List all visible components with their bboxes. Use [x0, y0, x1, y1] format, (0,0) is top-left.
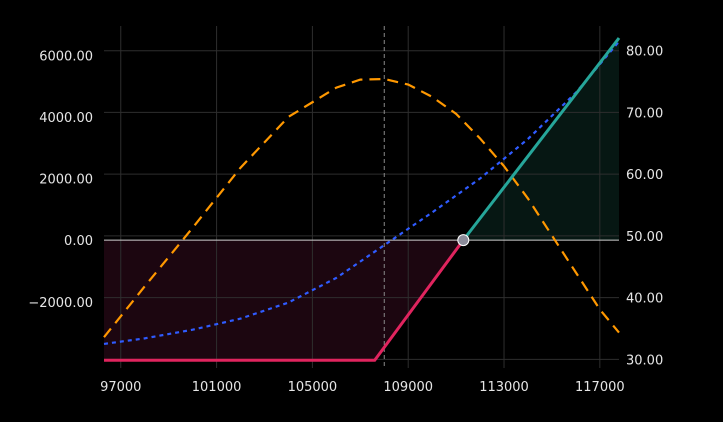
- y-tick-label: 0.00: [64, 234, 93, 249]
- y2-tick-label: 50.00: [626, 230, 663, 245]
- y2-tick-label: 80.00: [626, 45, 663, 60]
- y2-tick-label: 40.00: [626, 292, 663, 307]
- area-fills: [104, 38, 619, 361]
- y2-tick-label: 60.00: [626, 168, 663, 183]
- x-tick-label: 105000: [288, 380, 338, 395]
- y2-tick-label: 70.00: [626, 106, 663, 121]
- loss-area: [104, 240, 464, 361]
- x-tick-label: 113000: [479, 380, 529, 395]
- series-line-dashed: [103, 77, 620, 338]
- y-tick-label: 2000.00: [39, 173, 93, 188]
- x-tick-label: 97000: [100, 380, 141, 395]
- payoff-line-loss: [104, 239, 465, 362]
- tick-labels: 97000 101000 105000 109000 113000 117000 80.00…: [28, 45, 663, 395]
- y-tick-label: 4000.00: [39, 111, 93, 126]
- y-tick-label: −2000.00: [28, 296, 93, 311]
- x-tick-label: 109000: [383, 380, 433, 395]
- series-lines: [103, 26, 621, 368]
- y-tick-label: 6000.00: [39, 49, 93, 64]
- series-line-dotted: [103, 40, 620, 346]
- breakeven-marker: [457, 234, 470, 247]
- y2-tick-label: 30.00: [626, 353, 663, 368]
- x-tick-label: 101000: [192, 380, 242, 395]
- x-tick-label: 117000: [575, 380, 625, 395]
- payoff-line-profit: [462, 37, 621, 242]
- grid-lines: [104, 26, 619, 368]
